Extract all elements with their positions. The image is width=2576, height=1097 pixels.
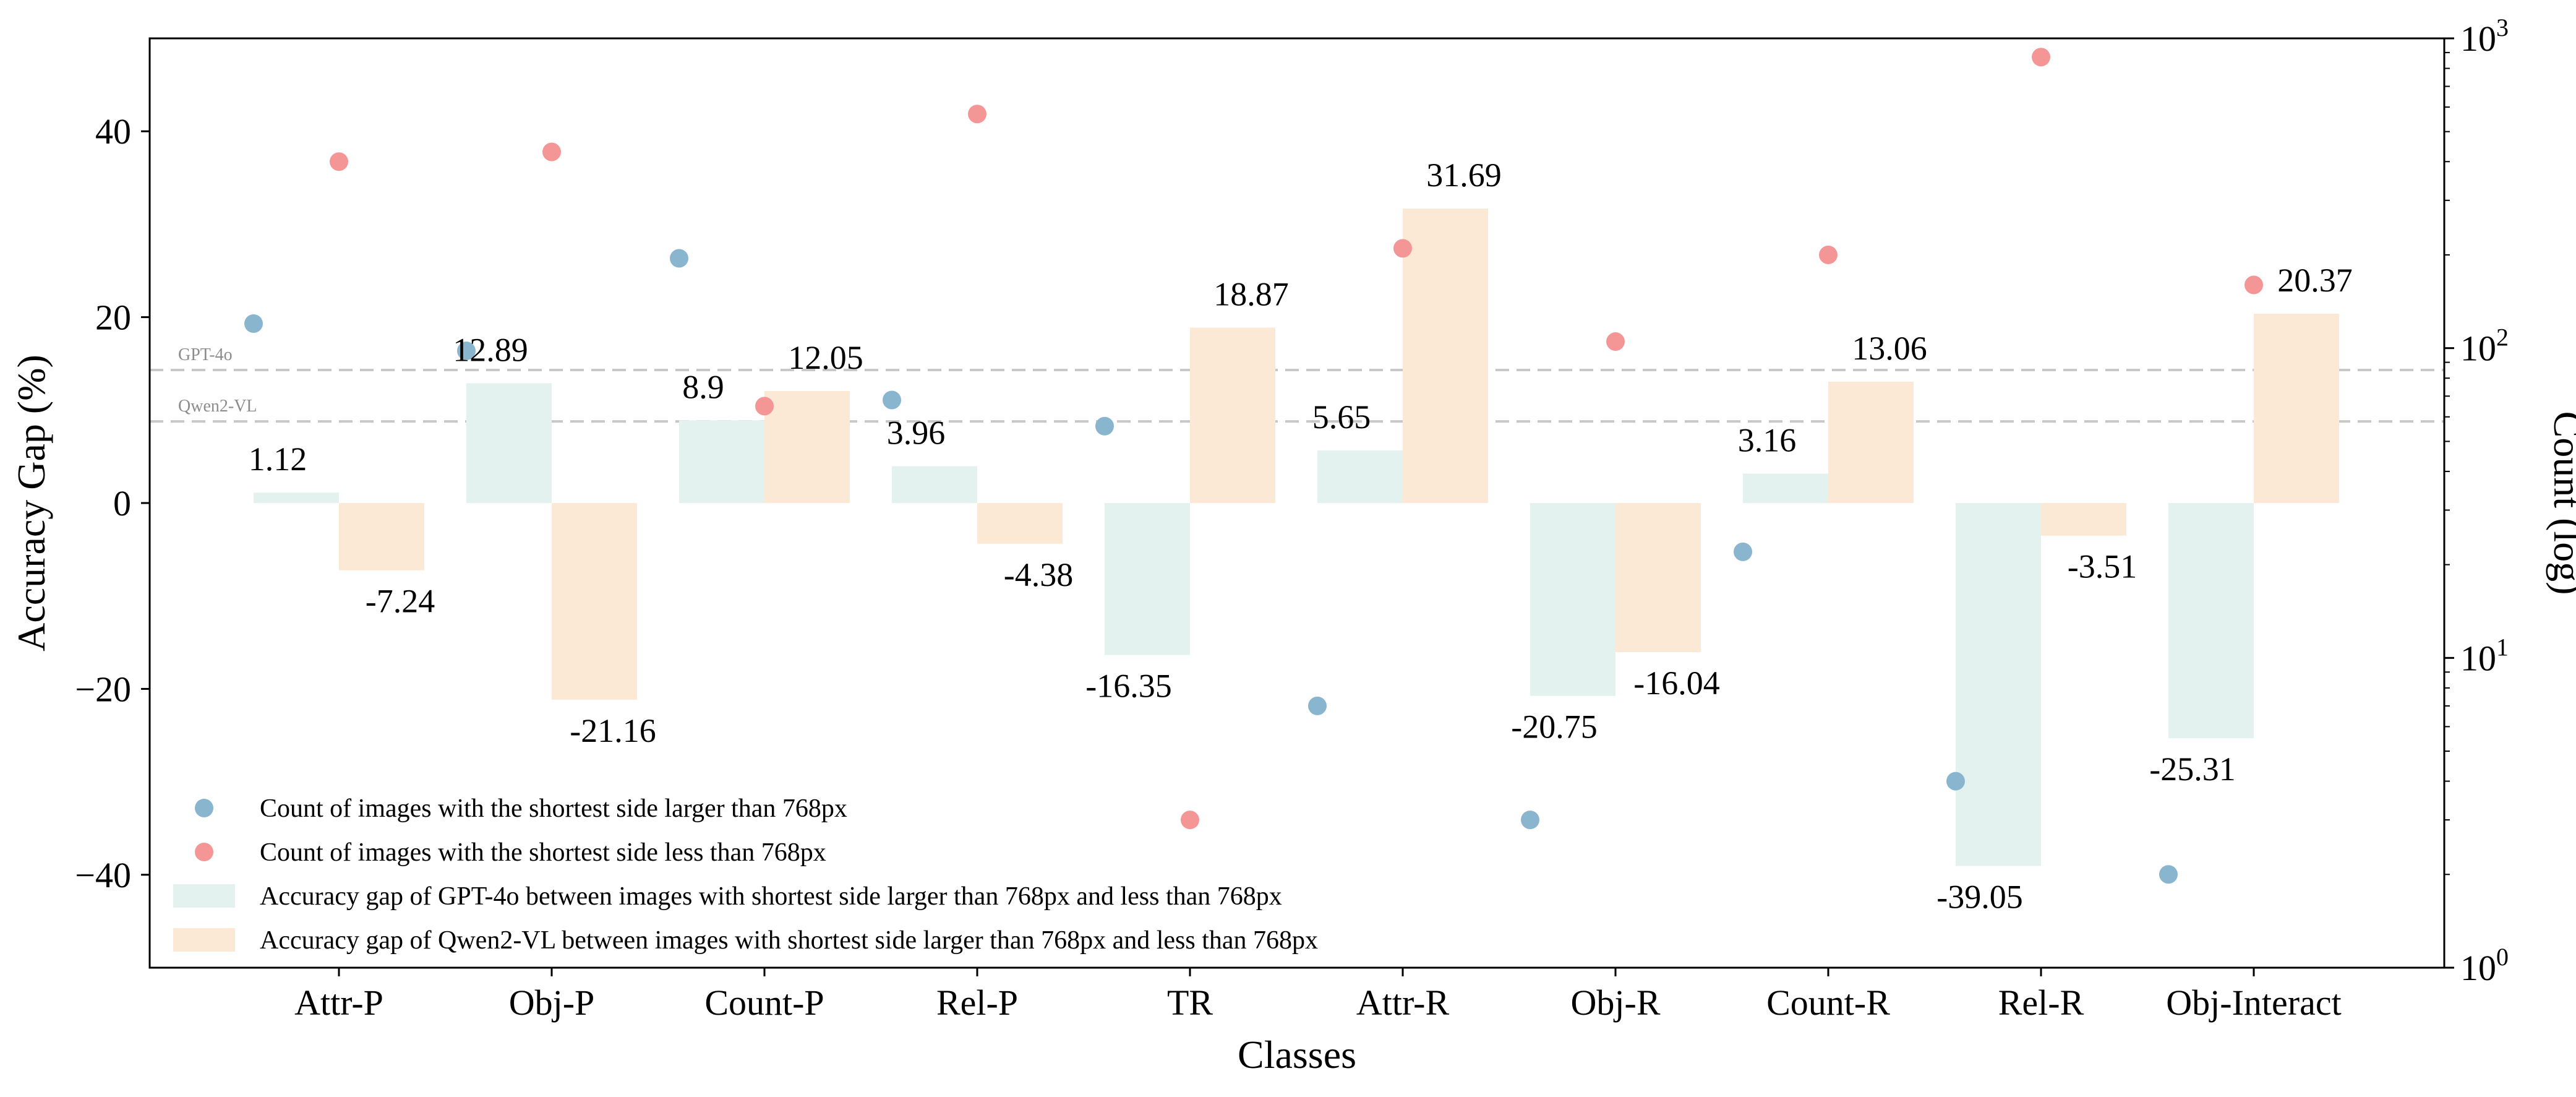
bar [2041,503,2126,536]
scatter-point [1521,811,1539,830]
bar-value-label: 12.05 [788,339,863,376]
scatter-point [457,342,476,361]
x-tick-label: Rel-P [936,983,1018,1023]
x-tick-label: Obj-Interact [2166,983,2341,1023]
legend-marker [195,799,213,817]
x-tick-label: Obj-P [509,983,595,1023]
scatter-points [244,48,2263,884]
y-tick-label: 40 [95,111,131,152]
scatter-point [2032,48,2050,67]
bar-value-label: -25.31 [2149,751,2235,788]
scatter-point [883,390,901,410]
bar-value-label: -16.04 [1633,665,1719,702]
bar-value-label: 1.12 [249,441,307,478]
bars [254,209,2339,866]
legend-label: Accuracy gap of Qwen2-VL between images … [260,926,1318,955]
legend-label: Accuracy gap of GPT-4o between images wi… [260,882,1282,911]
legend-marker [195,843,213,861]
left-axis-ticks: −40 −20 0 20 40 [75,111,150,895]
scatter-point [755,397,774,416]
bar [1403,209,1488,503]
x-tick-label: Count-R [1766,983,1890,1023]
reference-line-label: GPT-4o [178,345,233,364]
bar-value-label: 8.9 [682,368,724,405]
bar [1317,450,1403,503]
scatter-point [1819,245,1838,264]
x-axis-ticks: Attr-P Obj-P Count-P Rel-P TR Attr-R Obj-R Coun… [294,968,2342,1023]
y-tick-label: −40 [75,855,131,895]
scatter-point [244,314,263,333]
x-axis-title: Classes [1238,1033,1356,1077]
bar-value-label: 13.06 [1852,330,1927,367]
bar [466,383,552,503]
legend-swatch [173,884,235,908]
scatter-point [330,152,348,171]
bar-value-label: -21.16 [570,712,656,749]
scatter-point [2159,865,2178,884]
x-tick-label: Attr-R [1356,983,1450,1023]
bar [1956,503,2041,866]
scatter-point [1734,542,1752,561]
bar-value-labels: 1.12 12.89 8.9 3.96 -16.35 5.65 -20.75 3.16 -39.… [249,157,2353,916]
scatter-point [1095,416,1114,436]
scatter-point [1606,332,1625,351]
scatter-point [542,142,561,161]
bar [1190,327,1275,503]
scatter-point [1393,239,1412,258]
scatter-point [1308,696,1327,715]
y-tick-label: 0 [113,483,131,523]
bar-value-label: 5.65 [1312,398,1371,436]
bar [339,503,424,570]
bar [977,503,1063,544]
bar [1743,473,1828,503]
bar-value-label: 3.16 [1738,422,1797,459]
bar-value-label: -4.38 [1004,556,1073,593]
bar [1105,503,1190,655]
bar-value-label: -20.75 [1511,708,1597,746]
legend-swatch [173,928,235,952]
y-tick-label: −20 [75,669,131,709]
bar-value-label: -7.24 [366,583,435,620]
bar-value-label: 3.96 [887,415,946,452]
bar-value-label: -39.05 [1936,879,2022,916]
bar-value-label: 18.87 [1213,276,1289,313]
y2-axis-title: Count (log) [2546,411,2576,595]
y-axis-title: Accuracy Gap (%) [9,355,53,652]
bar-value-label: 31.69 [1426,157,1502,194]
bar-value-label: 20.37 [2277,262,2353,299]
legend-label: Count of images with the shortest side l… [260,838,826,867]
x-tick-label: Rel-R [1998,983,2084,1023]
bar [552,503,637,700]
bar [764,391,850,503]
x-tick-label: Obj-R [1571,983,1661,1023]
bar [2168,503,2254,739]
bar-value-label: -3.51 [2068,548,2137,585]
bar [254,493,339,503]
scatter-point [2244,275,2263,295]
legend: Count of images with the shortest side l… [173,794,1318,955]
x-tick-label: Count-P [704,983,824,1023]
scatter-point [968,105,986,124]
scatter-point [1946,772,1965,791]
reference-line-label: Qwen2-VL [178,397,257,416]
bar [679,420,764,503]
bar-value-label: -16.35 [1085,668,1171,705]
bar [1615,503,1701,652]
scatter-point [670,249,688,268]
bar-value-label: 12.89 [453,331,528,368]
x-tick-label: TR [1167,983,1213,1023]
y-tick-label: 20 [95,298,131,338]
bar [1828,381,1914,503]
bar [2254,314,2339,503]
bar [892,466,977,503]
x-tick-label: Attr-P [294,983,383,1023]
bar [1530,503,1615,696]
scatter-point [1181,811,1199,830]
legend-label: Count of images with the shortest side l… [260,794,847,823]
